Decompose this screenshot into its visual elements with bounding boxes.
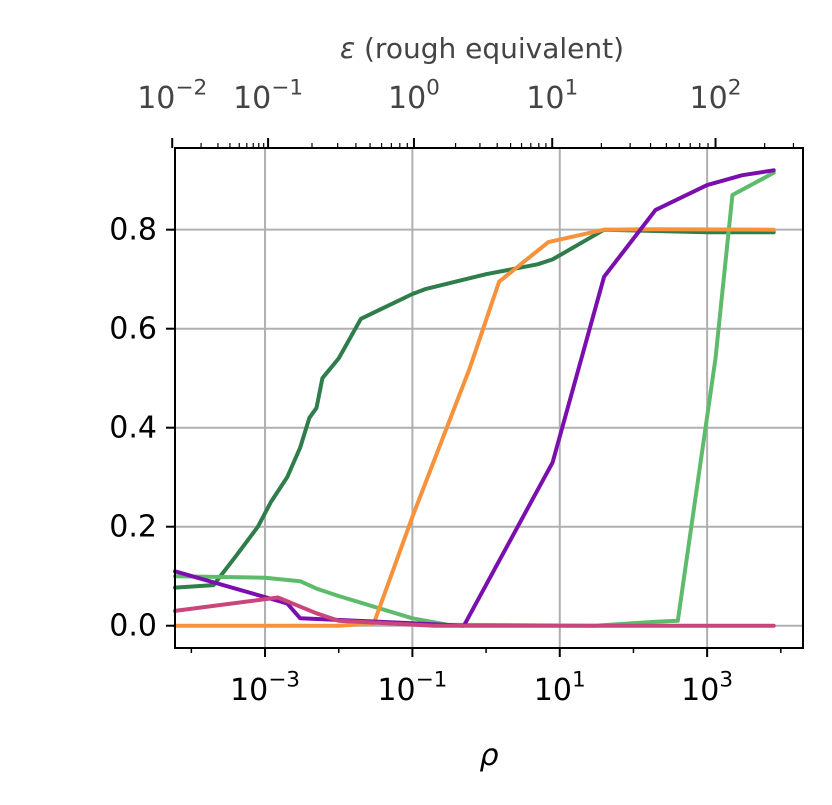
top-tick-label-4: 102 [690, 76, 742, 117]
top-tick-label-0-base: 10 [137, 81, 175, 116]
top-tick-label-0: 10−2 [137, 76, 207, 117]
x-tick-label-2-base: 10 [534, 673, 572, 708]
y-tick-label-1: 0.2 [109, 510, 157, 545]
top-tick-label-2: 100 [388, 76, 440, 117]
x-tick-label-2-exp: 1 [572, 668, 586, 693]
top-tick-label-4-exp: 2 [728, 76, 742, 101]
top-tick-label-1-base: 10 [233, 81, 271, 116]
x-tick-label-0-base: 10 [230, 673, 268, 708]
x-tick-label-2: 101 [534, 668, 586, 709]
x-tick-label-3-base: 10 [681, 673, 719, 708]
bottom-axis: 10−3 10−1 101 103 [190, 648, 782, 709]
top-axis-label-text: (rough equivalent) [355, 32, 624, 65]
top-tick-label-3: 101 [526, 76, 578, 117]
y-tick-label-4: 0.8 [109, 213, 157, 248]
x-tick-label-3: 103 [681, 668, 733, 709]
top-tick-label-4-base: 10 [690, 81, 728, 116]
x-axis-label: ρ [479, 738, 498, 773]
top-tick-label-3-base: 10 [526, 81, 564, 116]
y-tick-label-3: 0.6 [109, 312, 157, 347]
y-tick-label-0: 0.0 [109, 609, 157, 644]
top-tick-label-1: 10−1 [233, 76, 303, 117]
series-line-0 [173, 227, 776, 590]
x-tick-label-0: 10−3 [230, 668, 300, 709]
x-tick-label-3-exp: 3 [719, 668, 733, 693]
top-tick-label-2-exp: 0 [426, 76, 440, 101]
series-line-3 [173, 168, 776, 628]
y-tick-label-2: 0.4 [109, 411, 157, 446]
series-lines [173, 168, 776, 628]
top-tick-label-0-exp: −2 [175, 76, 207, 101]
top-tick-label-1-exp: −1 [271, 76, 303, 101]
x-tick-label-1-exp: −1 [416, 668, 448, 693]
top-tick-label-3-exp: 1 [564, 76, 578, 101]
top-axis-label-symbol: ε [340, 32, 355, 65]
top-tick-label-2-base: 10 [388, 81, 426, 116]
x-tick-label-0-exp: −3 [268, 668, 300, 693]
series-line-4 [173, 595, 776, 628]
left-axis: 0.0 0.2 0.4 0.6 0.8 [109, 213, 175, 644]
x-tick-label-1: 10−1 [377, 668, 447, 709]
top-axis-label: ε (rough equivalent) [340, 32, 624, 65]
plot-frame [174, 147, 804, 649]
x-tick-label-1-base: 10 [377, 673, 415, 708]
series-line-2 [173, 227, 776, 628]
top-axis: 10−2 10−1 100 101 102 [137, 76, 795, 148]
